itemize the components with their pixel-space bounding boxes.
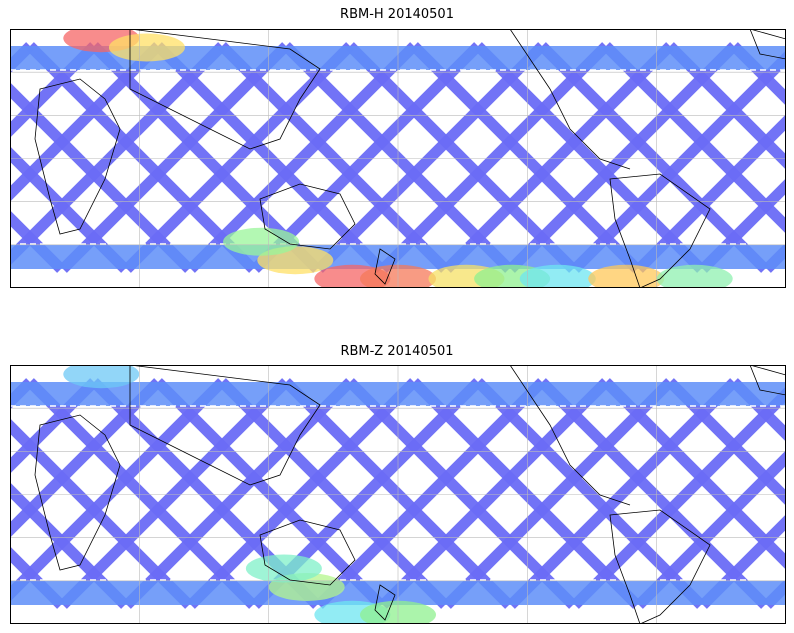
swath-ascending [315, 378, 546, 609]
swath-descending [538, 42, 769, 273]
swath-ascending [699, 514, 786, 609]
swath-descending [154, 378, 385, 609]
coastline [749, 365, 786, 396]
swath-descending [602, 378, 786, 570]
swath-descending [10, 546, 65, 609]
hotspot-low [245, 554, 322, 583]
swath-ascending [571, 50, 786, 273]
hotspot-mid [108, 33, 185, 62]
coastline [749, 29, 786, 60]
swath-ascending [699, 178, 786, 273]
swath-descending [218, 42, 449, 273]
swath-ascending [10, 378, 226, 602]
coastline [34, 414, 121, 571]
swath-descending [346, 378, 577, 609]
swath-descending [474, 42, 705, 273]
coastline [259, 519, 356, 586]
swath-descending [474, 378, 705, 609]
swath-ascending [123, 378, 354, 609]
swath-descending [10, 210, 65, 273]
coastline [609, 173, 711, 288]
hotspot-low [63, 365, 140, 389]
map-frame [10, 365, 786, 624]
swath-descending [666, 378, 786, 506]
swath-descending [410, 378, 641, 609]
swath-ascending [571, 386, 786, 609]
swath-ascending [123, 42, 354, 273]
map-panel-top [10, 29, 786, 288]
hotspot-low [519, 264, 596, 288]
swath-descending [10, 482, 129, 609]
swath-ascending [10, 378, 98, 474]
swath-descending [730, 378, 786, 442]
coastline [374, 584, 396, 621]
coastline [129, 365, 321, 486]
swath-ascending [507, 42, 738, 273]
coastline [259, 183, 356, 250]
swath-descending [26, 378, 257, 609]
swath-ascending [379, 42, 610, 273]
swath-descending [282, 42, 513, 273]
panel-title-bottom: RBM-Z 20140501 [340, 344, 454, 359]
coastline [129, 29, 321, 150]
coastline [509, 365, 631, 506]
map-panel-bottom [10, 365, 786, 624]
swath-descending [538, 378, 769, 609]
swath-descending [666, 42, 786, 170]
swath-ascending [635, 114, 786, 273]
swath-ascending [379, 378, 610, 609]
swath-ascending [10, 378, 162, 538]
coastline [509, 29, 631, 170]
swath-ascending [315, 42, 546, 273]
swath-ascending [251, 42, 482, 273]
hotspot-low [223, 227, 300, 256]
swath-ascending [507, 378, 738, 609]
swath-ascending [187, 42, 418, 273]
swath-descending [346, 42, 577, 273]
swath-descending [10, 418, 193, 609]
swath-ascending [443, 42, 674, 273]
hotspot-mid [588, 264, 665, 288]
swath-descending [730, 42, 786, 106]
coastline [609, 509, 711, 624]
coastline [34, 78, 121, 235]
swath-ascending [635, 450, 786, 609]
swath-descending [218, 378, 449, 609]
swath-descending [10, 82, 193, 273]
coastline [374, 248, 396, 285]
map-frame [10, 29, 786, 288]
swath-descending [602, 42, 786, 234]
swath-descending [282, 378, 513, 609]
hotspot-low [656, 264, 733, 288]
swath-ascending [59, 378, 290, 609]
swath-ascending [59, 42, 290, 273]
swath-descending [10, 146, 129, 273]
swath-ascending [443, 378, 674, 609]
swath-descending [154, 42, 385, 273]
swath-ascending [10, 42, 162, 202]
swath-ascending [187, 378, 418, 609]
swath-descending [410, 42, 641, 273]
swath-ascending [10, 42, 226, 266]
panel-title-top: RBM-H 20140501 [340, 7, 454, 22]
swath-descending [26, 42, 257, 273]
swath-ascending [10, 42, 98, 138]
